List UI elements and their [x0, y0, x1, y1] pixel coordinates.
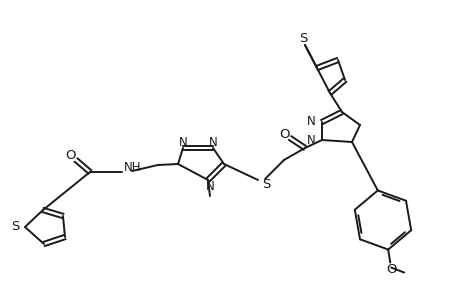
- Text: O: O: [385, 263, 396, 276]
- Text: N: N: [178, 136, 187, 148]
- Text: N: N: [307, 115, 315, 128]
- Text: S: S: [262, 178, 270, 190]
- Text: NH: NH: [124, 160, 141, 173]
- Text: N: N: [208, 136, 217, 148]
- Text: O: O: [279, 128, 290, 140]
- Text: O: O: [66, 148, 76, 161]
- Text: N: N: [307, 134, 315, 146]
- Text: S: S: [298, 32, 307, 44]
- Text: S: S: [11, 220, 20, 233]
- Text: N: N: [205, 181, 214, 194]
